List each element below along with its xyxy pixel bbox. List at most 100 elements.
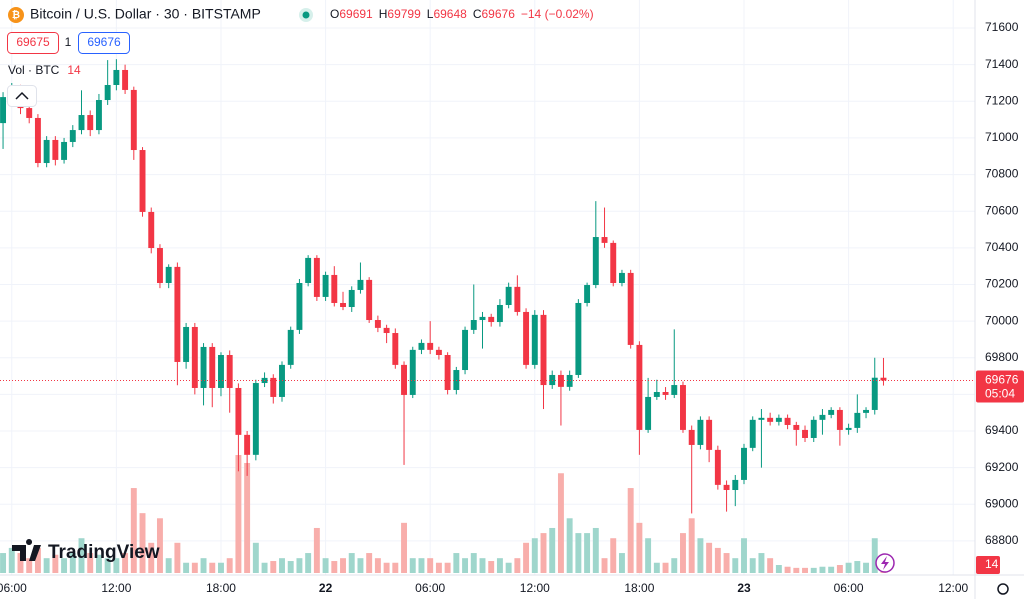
volume-bar <box>802 567 808 573</box>
volume-bar <box>775 565 782 573</box>
candle-body <box>688 429 695 445</box>
candle-body <box>496 304 503 323</box>
change: −14 (−0.02%) <box>521 7 594 21</box>
bid-price[interactable]: 69675 <box>16 35 50 49</box>
candle-body <box>488 316 495 323</box>
volume-bar <box>784 566 791 573</box>
candle-body <box>235 387 242 435</box>
candle-body <box>479 316 486 321</box>
candle-body <box>418 342 425 350</box>
symbol-title: Bitcoin / U.S. Dollar · 30 · BITSTAMP <box>30 6 261 22</box>
volume-layer <box>0 455 887 573</box>
btc-symbol: ₿ <box>12 9 20 21</box>
volume-bar <box>627 488 634 573</box>
candle-body <box>653 392 660 397</box>
candle-body <box>610 242 617 284</box>
candle-body <box>200 346 207 388</box>
volume-bar <box>575 533 582 573</box>
candle-body <box>505 286 512 305</box>
candle-body <box>348 289 355 308</box>
candle-body <box>174 266 181 362</box>
axes: 6880069000692006940069600698007000070200… <box>0 20 1024 595</box>
candle-body <box>523 311 530 365</box>
last-price-box <box>976 370 1024 403</box>
volume-bar <box>671 558 678 573</box>
candle-body <box>557 374 564 387</box>
volume-bar <box>244 462 251 573</box>
volume-bar <box>845 562 852 573</box>
candle-body <box>845 427 852 430</box>
candle-body <box>226 355 233 388</box>
y-tick-label: 69800 <box>985 350 1019 364</box>
volume-bar <box>252 542 259 573</box>
volume-bar <box>531 538 538 573</box>
candle-body <box>313 257 320 297</box>
volume-bar <box>836 565 843 573</box>
collapse-button[interactable] <box>7 85 37 107</box>
candle-body <box>723 484 730 491</box>
volume-bar <box>340 558 346 573</box>
ohlc-value: 69648 <box>433 7 467 21</box>
candle-body <box>819 414 826 420</box>
ask-price[interactable]: 69676 <box>87 35 121 49</box>
candle-body <box>714 449 721 485</box>
volume-bar <box>636 522 643 573</box>
brand-logo <box>12 539 41 561</box>
candle-body <box>392 333 399 365</box>
volume-bar <box>601 558 608 573</box>
volume-bar <box>287 561 294 573</box>
candle-body <box>122 69 129 90</box>
volume-bar <box>69 553 76 573</box>
ohlc-label: H <box>379 7 388 21</box>
candle-body <box>366 279 373 321</box>
volume-bar <box>130 488 137 573</box>
volume-bar <box>78 538 85 573</box>
volume-title: Vol · BTC <box>8 63 60 77</box>
volume-bar <box>139 513 146 573</box>
volume-bar <box>514 558 521 573</box>
candle-body <box>43 139 50 164</box>
volume-bar <box>87 553 94 573</box>
market-status-dot <box>302 11 310 19</box>
volume-bar <box>305 553 312 573</box>
volume-bar <box>470 553 477 573</box>
candle-body <box>0 97 7 124</box>
x-tick-label: 18:00 <box>206 581 236 595</box>
volume-bar <box>810 567 817 573</box>
candle-body <box>741 447 747 480</box>
volume-bar <box>566 518 573 573</box>
volume-bar <box>348 553 355 573</box>
candle-body <box>104 84 111 101</box>
volume-bar <box>863 562 870 573</box>
volume-bar <box>357 558 364 573</box>
btc-logo <box>8 7 24 23</box>
volume-bar <box>174 542 181 573</box>
buy-button[interactable] <box>78 32 130 54</box>
candle-body <box>680 385 686 430</box>
volume-bar <box>0 553 7 573</box>
volume-value: 14 <box>67 63 81 77</box>
candle-body <box>793 424 800 430</box>
volume-bar <box>427 558 434 573</box>
volume-bar <box>819 566 826 573</box>
spread: 1 <box>65 35 72 49</box>
y-tick-label: 69000 <box>985 496 1019 510</box>
y-tick-label: 69400 <box>985 423 1019 437</box>
volume-bar <box>479 558 486 573</box>
volume-bar <box>383 562 390 573</box>
candle-body <box>26 108 33 118</box>
alert-bolt <box>881 556 889 570</box>
grid <box>0 0 975 575</box>
volume-bar <box>261 562 268 573</box>
volume-box <box>976 556 1000 575</box>
sell-button[interactable] <box>7 32 59 54</box>
candle-body <box>662 392 669 395</box>
settings-icon[interactable] <box>997 583 1009 595</box>
volume-bar <box>706 542 713 573</box>
volume-bar <box>279 558 285 573</box>
y-tick-label: 71400 <box>985 57 1019 71</box>
volume-bar <box>218 562 224 573</box>
volume-bar <box>235 455 242 573</box>
candle-body <box>470 320 477 330</box>
volume-bar <box>418 558 425 573</box>
